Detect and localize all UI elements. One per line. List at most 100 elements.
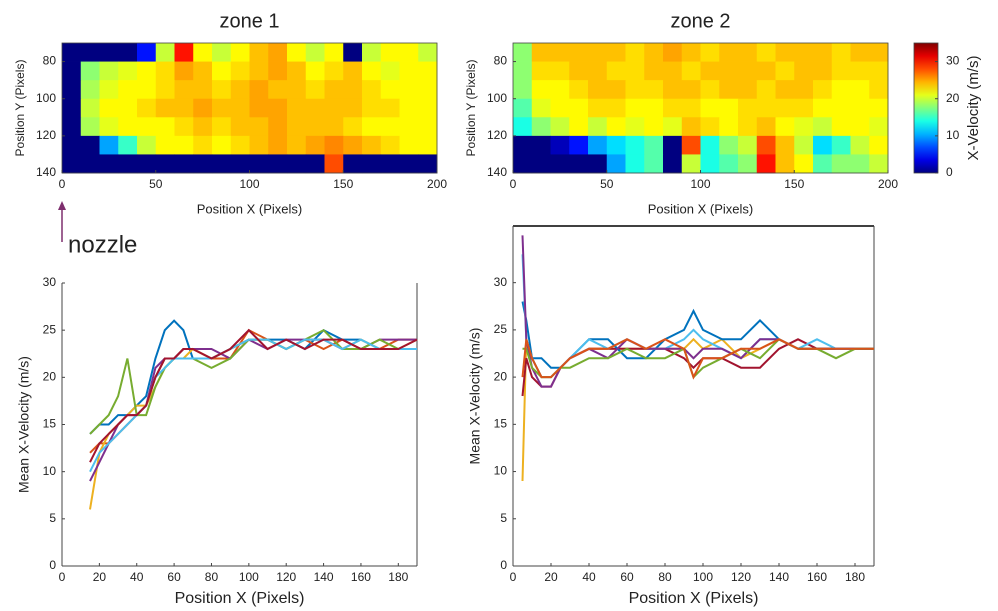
heat-cell: [230, 135, 250, 155]
heat-cell: [268, 154, 288, 174]
heat-cell: [230, 80, 250, 100]
heat-cell: [418, 135, 438, 155]
x-tick-label: 40: [130, 570, 144, 584]
heat-cell: [193, 80, 213, 100]
heat-cell: [794, 117, 814, 137]
heat-cell: [606, 154, 626, 174]
heat-cell: [212, 135, 232, 155]
heat-cell: [193, 117, 213, 137]
heat-cell: [268, 135, 288, 155]
heat-cell: [550, 43, 570, 62]
heat-cell: [268, 80, 288, 100]
heat-cell: [399, 43, 419, 62]
heat-cell: [513, 98, 533, 118]
heat-cell: [831, 80, 851, 100]
heat-cell: [268, 117, 288, 137]
heat-cell: [681, 135, 701, 155]
heat-cell: [663, 154, 683, 174]
heat-cell: [343, 154, 363, 174]
heat-cell: [700, 98, 720, 118]
heat-cell: [644, 80, 664, 100]
chart-title: zone 1: [219, 10, 279, 32]
heat-cell: [606, 43, 626, 62]
heat-cell: [513, 154, 533, 174]
heat-cell: [174, 61, 194, 81]
heat-cell: [606, 98, 626, 118]
heat-cell: [850, 61, 870, 81]
heat-cell: [155, 80, 175, 100]
colorbar: [913, 42, 939, 174]
heat-cell: [606, 117, 626, 137]
heat-cell: [569, 43, 589, 62]
heat-cell: [588, 98, 608, 118]
heat-cell: [700, 80, 720, 100]
heat-cell: [287, 98, 307, 118]
heat-cell: [174, 135, 194, 155]
heat-cell: [606, 80, 626, 100]
heat-cell: [850, 117, 870, 137]
heat-cell: [343, 135, 363, 155]
heat-cell: [869, 80, 889, 100]
y-tick-label: 120: [487, 128, 507, 142]
heat-cell: [700, 135, 720, 155]
heat-cell: [588, 61, 608, 81]
series-line: [89, 328, 417, 435]
heat-cell: [513, 61, 533, 81]
heat-cell: [644, 117, 664, 137]
x-tick-label: 80: [205, 570, 219, 584]
y-axis-label: Position Y (Pixels): [464, 60, 478, 157]
heat-cell: [569, 61, 589, 81]
heat-cell: [118, 80, 138, 100]
heat-cell: [775, 43, 795, 62]
x-axis-label: Position X (Pixels): [648, 201, 753, 216]
heat-cell: [869, 154, 889, 174]
heat-cell: [193, 43, 213, 62]
heat-cell: [137, 61, 157, 81]
heat-cell: [118, 43, 138, 62]
heat-cell: [588, 135, 608, 155]
heat-cell: [137, 135, 157, 155]
heat-cell: [62, 117, 82, 137]
heat-cell: [756, 80, 776, 100]
heat-cell: [850, 80, 870, 100]
series-line: [89, 328, 418, 463]
heat-cell: [99, 43, 119, 62]
heat-cell: [531, 80, 551, 100]
heat-cell: [531, 135, 551, 155]
heat-cell: [193, 154, 213, 174]
heat-cell: [287, 135, 307, 155]
heat-cell: [550, 154, 570, 174]
heat-cell: [738, 135, 758, 155]
heat-cell: [681, 80, 701, 100]
heat-cell: [343, 43, 363, 62]
heat-cell: [230, 61, 250, 81]
heat-cell: [588, 117, 608, 137]
series-line: [89, 338, 417, 473]
heat-cell: [775, 61, 795, 81]
heat-cell: [137, 117, 157, 137]
x-tick-label: 120: [276, 570, 296, 584]
heat-cell: [775, 98, 795, 118]
heat-cell: [362, 135, 382, 155]
heat-cell: [644, 135, 664, 155]
heat-cell: [324, 80, 344, 100]
heat-cell: [418, 154, 438, 174]
heat-cell: [700, 117, 720, 137]
heat-cell: [681, 61, 701, 81]
x-tick-label: 80: [658, 570, 672, 584]
heat-cell: [174, 117, 194, 137]
heat-cell: [80, 135, 100, 155]
heat-cell: [249, 61, 269, 81]
heat-cell: [418, 98, 438, 118]
heat-cell: [343, 61, 363, 81]
y-tick-label: 30: [43, 275, 57, 289]
heat-cell: [305, 154, 325, 174]
heat-cell: [550, 98, 570, 118]
heat-cell: [287, 154, 307, 174]
heat-cell: [80, 98, 100, 118]
y-tick-label: 15: [494, 417, 508, 431]
heat-cell: [813, 154, 833, 174]
heat-cell: [80, 117, 100, 137]
heat-cell: [869, 61, 889, 81]
